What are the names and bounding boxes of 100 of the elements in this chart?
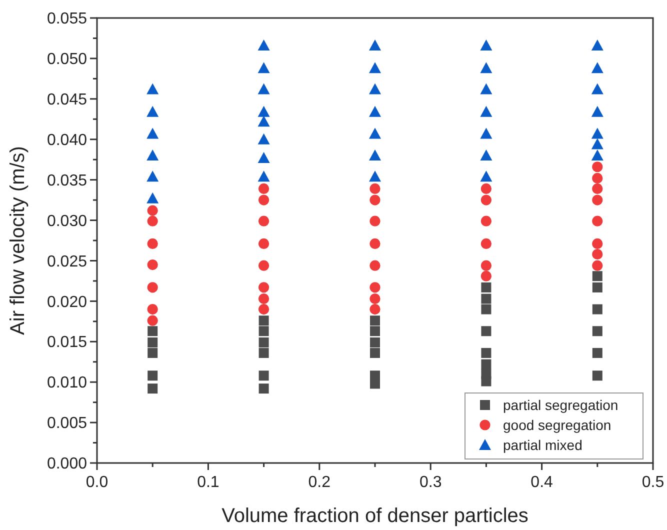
point <box>480 128 492 139</box>
point <box>147 282 158 293</box>
point <box>148 326 158 336</box>
point <box>370 238 380 250</box>
point <box>258 370 269 381</box>
point <box>146 192 159 204</box>
point <box>592 216 603 226</box>
point <box>258 304 270 315</box>
point <box>480 83 492 94</box>
point <box>592 194 603 206</box>
point <box>481 359 492 370</box>
point <box>258 326 269 336</box>
point <box>369 40 381 51</box>
point <box>480 40 492 51</box>
point <box>369 128 381 139</box>
point <box>592 370 602 381</box>
y-tick-label: 0.040 <box>46 132 88 149</box>
point <box>481 326 492 336</box>
y-tick-label: 0.030 <box>46 212 88 230</box>
point <box>369 170 381 182</box>
legend-label: partial segregation <box>503 396 618 413</box>
point <box>146 150 159 161</box>
point <box>480 150 492 161</box>
y-tick-label: 0.050 <box>46 51 88 68</box>
point <box>369 106 381 117</box>
point <box>370 282 380 293</box>
point <box>591 128 604 139</box>
point <box>148 337 158 348</box>
point <box>591 150 604 161</box>
point <box>592 326 602 336</box>
point <box>147 259 158 270</box>
point <box>148 384 158 394</box>
point <box>258 238 270 250</box>
y-tick-label: 0.010 <box>46 374 88 392</box>
point <box>592 260 603 271</box>
point <box>480 216 492 226</box>
y-tick-label: 0.015 <box>46 334 88 352</box>
point <box>369 83 381 94</box>
point <box>592 238 603 250</box>
point <box>258 83 270 94</box>
point <box>591 40 604 51</box>
point <box>480 62 492 74</box>
point <box>369 150 381 161</box>
point <box>146 106 159 117</box>
point <box>258 62 270 74</box>
point <box>258 282 270 293</box>
point <box>481 304 492 314</box>
point <box>258 133 270 144</box>
x-tick-label: 0.5 <box>642 474 664 491</box>
point <box>147 238 158 250</box>
point <box>591 138 604 150</box>
point <box>258 260 270 271</box>
point <box>480 194 492 206</box>
point <box>370 304 380 315</box>
point <box>480 260 492 271</box>
point <box>258 337 269 348</box>
point <box>258 40 270 51</box>
point <box>480 270 492 282</box>
y-tick-label: 0.055 <box>46 10 88 28</box>
point <box>258 293 270 304</box>
point <box>480 183 492 194</box>
point <box>148 348 158 358</box>
y-tick-label: 0.045 <box>46 92 88 109</box>
point <box>592 304 602 314</box>
point <box>258 152 270 163</box>
point <box>592 248 603 260</box>
point <box>591 83 604 94</box>
point <box>370 293 380 304</box>
point <box>481 282 492 292</box>
legend-label: partial mixed <box>503 436 582 453</box>
point <box>592 162 603 172</box>
point <box>370 316 380 326</box>
point <box>592 271 602 282</box>
y-axis-title: Air flow velocity (m/s) <box>7 146 29 335</box>
point <box>369 62 381 74</box>
point <box>480 238 492 250</box>
point <box>258 384 269 394</box>
point <box>480 106 492 117</box>
y-tick-label: 0.020 <box>46 294 88 311</box>
y-tick-label: 0.035 <box>46 172 88 190</box>
x-tick-label: 0.4 <box>530 474 554 491</box>
point <box>147 216 158 226</box>
y-tick-label: 0.025 <box>46 253 88 270</box>
x-tick-label: 0.0 <box>86 474 108 491</box>
point <box>370 348 380 358</box>
point <box>258 183 270 194</box>
point <box>146 128 159 139</box>
point <box>258 106 270 117</box>
x-axis-title: Volume fraction of denser particles <box>222 505 528 527</box>
point <box>592 172 603 184</box>
point <box>258 216 270 226</box>
point <box>370 216 380 226</box>
point <box>258 116 270 127</box>
legend-label: good segregation <box>503 416 612 433</box>
point <box>370 194 380 206</box>
y-tick-label: 0.000 <box>46 456 88 473</box>
point <box>480 170 492 182</box>
point <box>481 376 492 386</box>
point <box>481 294 492 304</box>
point <box>592 282 602 292</box>
